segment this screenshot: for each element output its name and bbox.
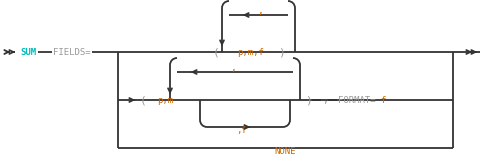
Text: ): ) (305, 95, 311, 105)
Text: FIELDS=: FIELDS= (53, 47, 90, 56)
Text: (: ( (213, 47, 219, 57)
Text: ,: , (257, 6, 263, 16)
Text: ,f: ,f (236, 126, 247, 135)
Text: p,m,f: p,m,f (237, 47, 264, 56)
Text: ,: , (321, 95, 327, 105)
Text: f: f (379, 96, 385, 105)
Text: FORMAT=: FORMAT= (337, 96, 375, 105)
Text: SUM: SUM (20, 47, 36, 56)
Text: p,m: p,m (157, 96, 173, 105)
Text: (: ( (140, 95, 146, 105)
Text: ): ) (278, 47, 284, 57)
Text: NONE: NONE (274, 147, 296, 156)
Text: ,: , (229, 63, 235, 73)
